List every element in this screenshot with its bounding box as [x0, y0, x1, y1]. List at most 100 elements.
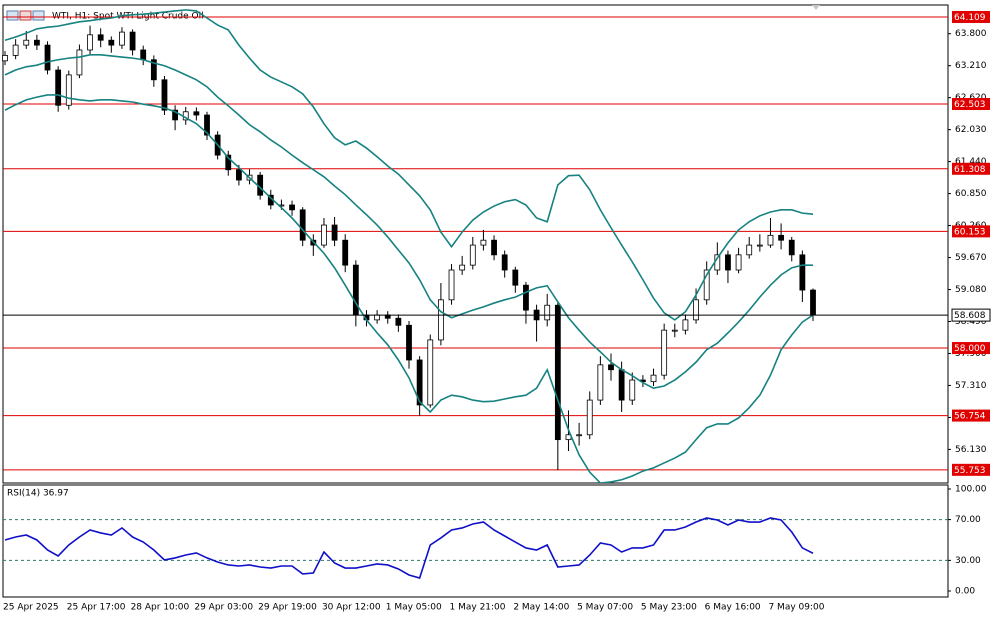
candle-body	[618, 369, 625, 401]
x-tick-label: 25 Apr 2025	[3, 603, 59, 613]
candle-body	[352, 264, 359, 316]
candle-body	[289, 204, 295, 211]
current-price-box	[951, 308, 991, 322]
candle-body	[140, 49, 147, 61]
candle-body	[778, 234, 785, 241]
candle-body	[576, 434, 583, 437]
candle-body	[629, 379, 636, 401]
rsi-title: RSI(14) 36.97	[7, 489, 69, 499]
candle-body	[395, 317, 402, 326]
toolbar-icons	[6, 10, 45, 21]
y-tick-label: 62.030	[955, 125, 987, 135]
candle-body	[799, 254, 806, 291]
candle-body	[767, 234, 774, 246]
candle-body	[129, 31, 136, 51]
y-tick-label: 59.670	[955, 253, 987, 263]
candle-body	[459, 264, 466, 271]
y-tick-label: 56.130	[955, 445, 987, 455]
x-tick-label: 5 May 23:00	[641, 603, 697, 613]
x-tick-label: 28 Apr 10:00	[131, 603, 190, 613]
y-tick-label: 100.00	[955, 484, 987, 494]
candle-body	[810, 289, 816, 316]
candle-body	[501, 254, 508, 271]
candle-body	[108, 39, 115, 46]
y-tick-label: 61.440	[955, 157, 987, 167]
x-tick-label: 1 May 05:00	[386, 603, 442, 613]
candle-body	[756, 244, 763, 247]
candle-body	[788, 239, 795, 256]
x-tick-label: 29 Apr 03:00	[194, 603, 253, 613]
candle-body	[427, 339, 434, 406]
candle-body	[44, 44, 51, 71]
candle-body	[204, 114, 210, 136]
candle-body	[150, 59, 157, 81]
candle-body	[703, 269, 710, 301]
x-tick-label: 1 May 21:00	[450, 603, 506, 613]
level-label: 56.754	[954, 412, 986, 422]
candle-body	[586, 399, 593, 436]
icon	[6, 10, 19, 21]
candle-body	[416, 359, 423, 406]
level-label: 62.503	[954, 100, 986, 110]
icon	[19, 10, 32, 21]
candle-body	[172, 109, 179, 121]
icon	[32, 10, 45, 21]
y-tick-label: 60.850	[955, 189, 987, 199]
y-tick-label: 63.800	[955, 29, 987, 39]
y-tick-label: 59.080	[955, 285, 987, 295]
candle-body	[76, 49, 83, 76]
candle-body	[119, 31, 125, 46]
level-label-box	[952, 98, 990, 111]
bollinger-band	[4, 9, 814, 321]
candle-body	[544, 304, 551, 321]
y-tick-label: 57.310	[955, 381, 987, 391]
x-tick-label: 5 May 07:00	[577, 603, 633, 613]
candle-body	[299, 209, 306, 241]
x-tick-label: 2 May 14:00	[513, 603, 569, 613]
candle-body	[12, 44, 19, 56]
candle-body	[161, 79, 168, 111]
y-tick-label: 30.00	[955, 556, 981, 566]
x-tick-label: 30 Apr 12:00	[322, 603, 381, 613]
x-tick-label: 6 May 16:00	[705, 603, 761, 613]
main-panel	[2, 4, 949, 484]
candle-body	[193, 111, 200, 116]
candle-body	[437, 299, 444, 341]
candle-body	[650, 374, 657, 383]
candle-body	[342, 239, 349, 266]
candle-body	[746, 244, 753, 256]
bollinger-band	[4, 94, 814, 483]
candle-body	[661, 329, 668, 376]
rsi-panel	[2, 484, 949, 598]
candle-body	[225, 154, 232, 171]
level-label-box	[952, 342, 990, 355]
candle-body	[671, 329, 678, 332]
rsi-line	[4, 517, 814, 580]
candle-body	[554, 304, 561, 441]
candle-body	[469, 244, 476, 266]
candle-body	[693, 299, 699, 321]
level-label: 55.753	[954, 466, 986, 476]
candle-body	[23, 39, 30, 46]
candle-body	[374, 314, 381, 321]
x-tick-label: 25 Apr 17:00	[67, 603, 126, 613]
candle-body	[491, 239, 497, 256]
candle-body	[65, 74, 72, 106]
candle-body	[735, 254, 742, 271]
candle-body	[33, 39, 40, 46]
level-label: 61.308	[954, 165, 986, 175]
candle-body	[321, 224, 327, 246]
x-tick-label: 7 May 09:00	[768, 603, 824, 613]
bollinger-band	[4, 54, 813, 389]
candle-body	[523, 284, 529, 311]
level-label-box	[952, 463, 990, 476]
candle-body	[406, 324, 412, 361]
candle-body	[597, 364, 604, 401]
y-tick-label: 70.00	[955, 515, 981, 525]
candle-body	[480, 239, 487, 246]
candle-body	[682, 319, 689, 331]
level-label: 60.153	[954, 227, 986, 237]
level-label: 58.000	[954, 344, 986, 354]
level-label: 64.109	[954, 13, 986, 23]
